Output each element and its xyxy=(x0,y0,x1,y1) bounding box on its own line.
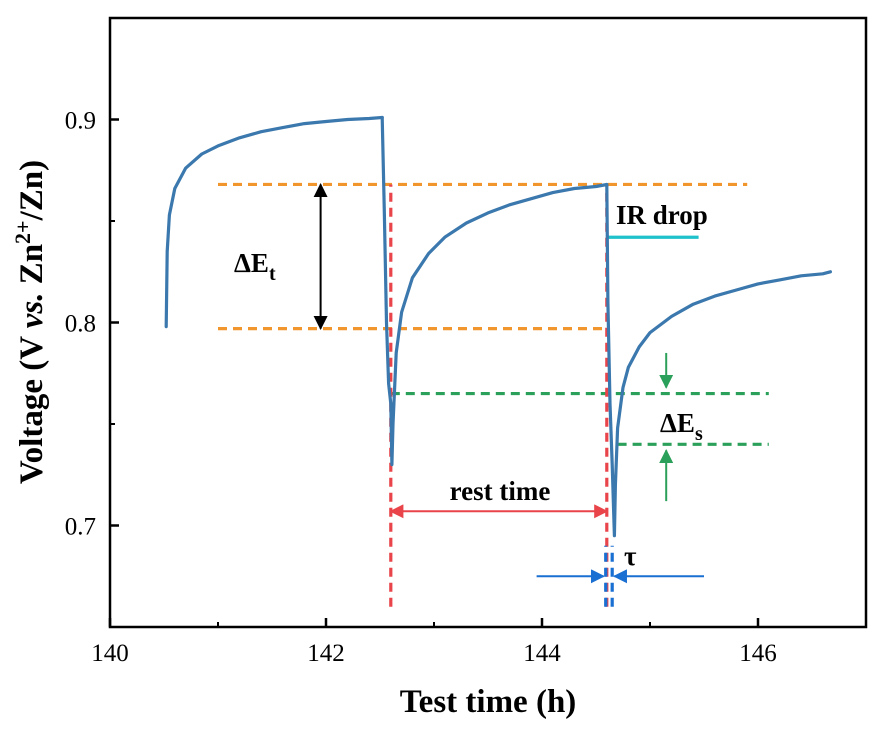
x-tick-label: 146 xyxy=(739,640,777,667)
plot-frame xyxy=(108,16,868,629)
series-segment-1 xyxy=(164,115,384,329)
y-title-part1: Voltage (V xyxy=(14,328,50,484)
arrow-layer xyxy=(313,183,704,584)
y-title-vs: vs. xyxy=(14,293,50,329)
x-axis: 140 142 144 146 xyxy=(91,618,777,667)
delta-et-subscript: t xyxy=(269,263,276,285)
ir-drop-label: IR drop xyxy=(616,200,708,230)
delta-et-label: ΔEt xyxy=(234,248,276,285)
y-tick-label: 0.7 xyxy=(65,514,96,541)
x-axis-title: Test time (h) xyxy=(400,684,577,720)
reference-lines xyxy=(218,182,769,607)
rest-time-label: rest time xyxy=(450,476,551,506)
y-title-part4: /Zn) xyxy=(14,160,50,222)
x-tick-label: 140 xyxy=(91,640,129,667)
delta-es-subscript: s xyxy=(695,423,703,445)
y-tick-label: 0.8 xyxy=(65,311,96,338)
series-segment-3 xyxy=(605,182,832,538)
x-tick-label: 144 xyxy=(523,640,561,667)
y-tick-label: 0.9 xyxy=(65,108,96,135)
y-title-part3: Zn xyxy=(14,244,50,293)
y-title-superscript: 2+ xyxy=(10,220,35,244)
tau-label: τ xyxy=(624,541,637,571)
delta-et-base: ΔE xyxy=(234,248,269,278)
y-axis: 0.7 0.8 0.9 xyxy=(65,17,119,628)
x-tick-label: 142 xyxy=(307,640,345,667)
delta-es-label: ΔEs xyxy=(660,408,703,445)
series-segment-2 xyxy=(380,115,609,467)
delta-es-base: ΔE xyxy=(660,408,695,438)
y-axis-title: Voltage (V vs. Zn2+/Zn) xyxy=(10,160,50,484)
series-layer xyxy=(164,115,832,538)
